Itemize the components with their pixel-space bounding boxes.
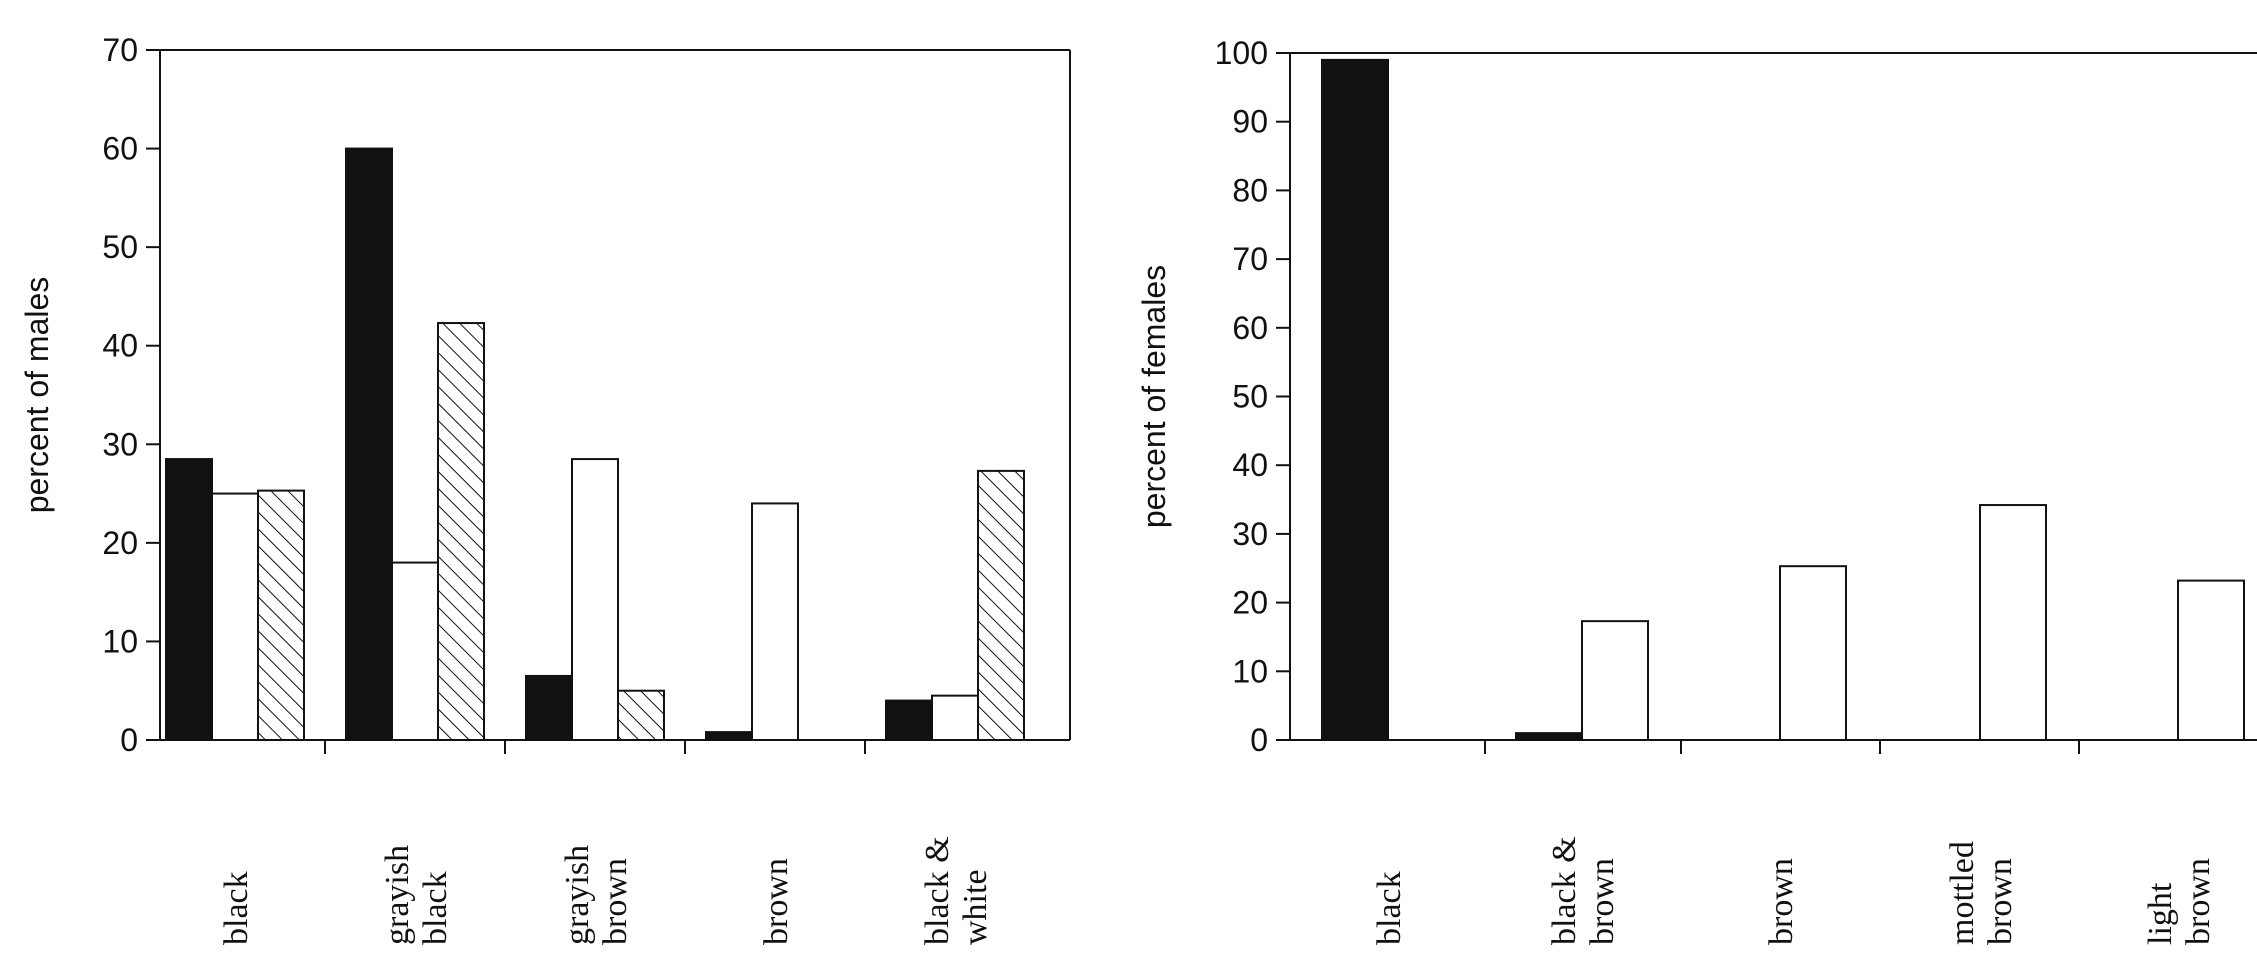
females-y-tick-label: 100 bbox=[1215, 35, 1268, 71]
males-y-tick-label: 10 bbox=[102, 623, 138, 659]
males-bar-open bbox=[751, 502, 799, 741]
females-y-tick-label: 70 bbox=[1232, 241, 1268, 277]
males-bar-hatched bbox=[617, 689, 665, 742]
females-y-axis-title: percent of females bbox=[1136, 265, 1172, 528]
males-bar-solid bbox=[525, 674, 573, 742]
females-y-tick-label: 50 bbox=[1232, 379, 1268, 415]
females-bar-open bbox=[1779, 565, 1847, 742]
males-bar-solid bbox=[885, 699, 933, 741]
males-category-label: black & bbox=[919, 836, 956, 945]
males-y-tick-label: 50 bbox=[102, 229, 138, 265]
females-category-label: brown bbox=[1763, 858, 1800, 945]
males-y-tick-label: 70 bbox=[102, 32, 138, 68]
females-bar-open bbox=[1979, 504, 2047, 741]
females-y-tick-label: 40 bbox=[1232, 447, 1268, 483]
females-category-label: mottled bbox=[1944, 841, 1981, 945]
males-bar-open bbox=[391, 561, 439, 741]
males-category-label: brown bbox=[597, 858, 634, 945]
males-bar-open bbox=[931, 694, 979, 742]
females-category-label: black & bbox=[1546, 836, 1583, 945]
males-bar-solid bbox=[345, 147, 393, 742]
males-y-tick-label: 60 bbox=[102, 131, 138, 167]
males-category-label: brown bbox=[758, 858, 795, 945]
males-bar-open bbox=[211, 492, 259, 742]
females-y-tick-label: 10 bbox=[1232, 653, 1268, 689]
females-bar-open bbox=[1581, 620, 1649, 741]
males-category-label: white bbox=[957, 869, 994, 945]
males-bar-hatched bbox=[257, 489, 305, 741]
females-y-tick-label: 30 bbox=[1232, 516, 1268, 552]
females-y-tick-label: 20 bbox=[1232, 585, 1268, 621]
males-category-label: black bbox=[417, 871, 454, 945]
males-y-tick-label: 20 bbox=[102, 525, 138, 561]
females-category-label: light bbox=[2142, 882, 2179, 945]
females-category-label: black bbox=[1371, 871, 1408, 945]
males-y-tick-label: 40 bbox=[102, 328, 138, 364]
females-bar-solid bbox=[1515, 732, 1583, 742]
females-chart: 0 10 20 30 40 50 60 70 80 90 100 percent of females… bbox=[1136, 35, 2257, 945]
males-y-axis-title: percent of males bbox=[19, 277, 55, 514]
females-bar-open bbox=[2177, 579, 2245, 742]
males-category-label: black bbox=[218, 871, 255, 945]
males-bar-hatched bbox=[977, 469, 1025, 741]
females-category-label: brown bbox=[1584, 858, 1621, 945]
females-bar-solid bbox=[1321, 58, 1389, 742]
males-category-label: grayish bbox=[559, 845, 596, 945]
females-y-tick-label: 80 bbox=[1232, 172, 1268, 208]
males-bar-solid bbox=[705, 731, 753, 741]
males-bar-solid bbox=[165, 458, 213, 741]
females-category-label: brown bbox=[2180, 858, 2217, 945]
males-bar-hatched bbox=[437, 322, 485, 741]
females-category-label: brown bbox=[1982, 858, 2019, 945]
males-category-label: grayish bbox=[379, 845, 416, 945]
males-y-tick-label: 0 bbox=[120, 722, 138, 758]
females-y-tick-label: 0 bbox=[1250, 722, 1268, 758]
females-y-tick-label: 60 bbox=[1232, 310, 1268, 346]
males-y-tick-label: 30 bbox=[102, 426, 138, 462]
females-y-tick-label: 90 bbox=[1232, 104, 1268, 140]
males-bar-open bbox=[571, 458, 619, 741]
